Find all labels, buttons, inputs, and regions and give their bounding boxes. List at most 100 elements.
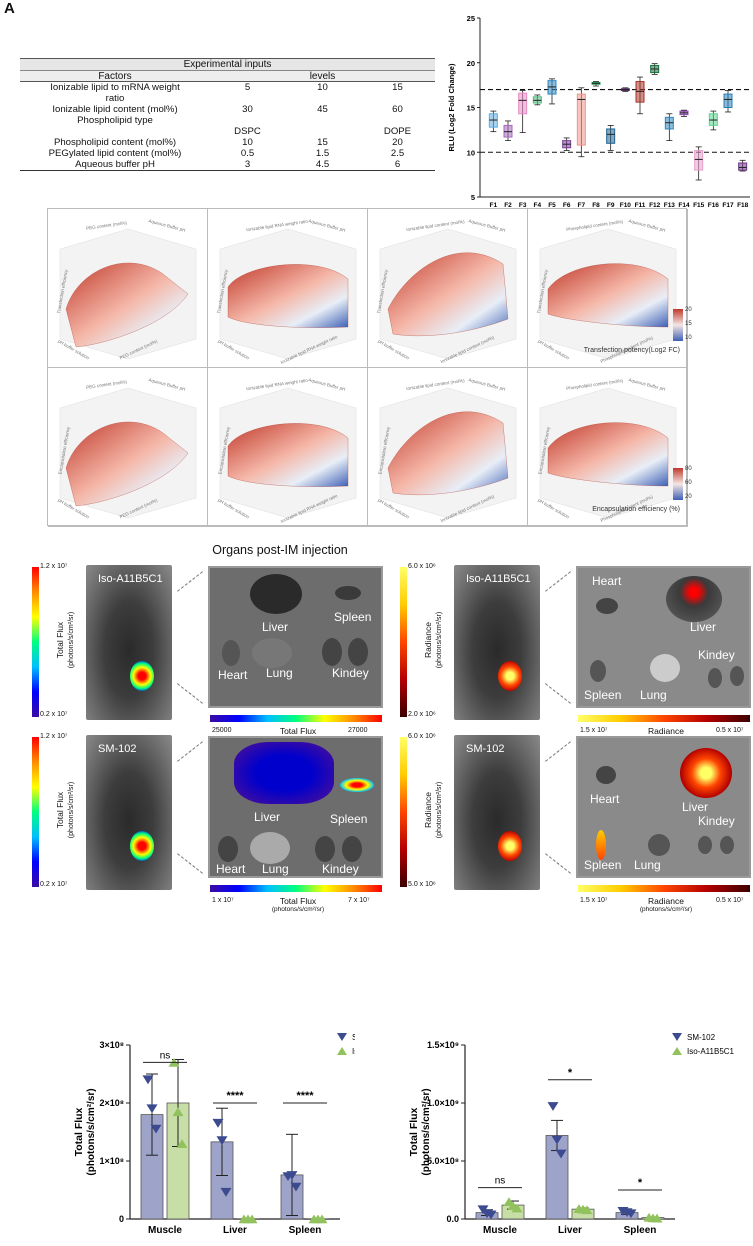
- table-cell-level: 45: [317, 104, 328, 115]
- mouse-image: Iso-A11B5C1: [454, 565, 540, 720]
- spleen: [596, 830, 606, 860]
- zoom-connector: [177, 853, 203, 874]
- heart: [596, 598, 618, 614]
- legend-marker: [672, 1033, 682, 1041]
- organ-label: Heart: [216, 862, 246, 876]
- kidney: [315, 836, 335, 862]
- box-body: [738, 162, 748, 171]
- organ-label: Lung: [262, 862, 289, 876]
- surface-plot: Ionizable lipid RNA weight ratio Aqueous …: [208, 368, 368, 527]
- scale-title: Radiance: [648, 896, 684, 906]
- colorbar-axis-title: Radiance: [423, 622, 433, 658]
- box-body: [606, 128, 616, 144]
- table-cell-level: 60: [392, 104, 403, 115]
- data-point: [651, 1213, 663, 1223]
- organ-label: Kindey: [322, 862, 359, 876]
- mouse-label: Iso-A11B5C1: [98, 573, 163, 585]
- scale-right-label: 27000: [348, 727, 368, 734]
- table-row: Phospholipid type DSPC DOPE: [20, 115, 435, 137]
- significance-label: ****: [296, 1090, 314, 1102]
- scale-units: (photons/s/cm²/sr): [639, 906, 693, 913]
- signal-spot: [130, 831, 154, 861]
- lung: [250, 832, 290, 864]
- scale-left-label: 25000: [212, 727, 232, 734]
- heart: [222, 640, 240, 666]
- box-body: [576, 93, 586, 146]
- box-F16: [708, 110, 718, 131]
- x-tick-label: F7: [578, 202, 586, 209]
- scale-right-label: 0.5 x 10⁷: [716, 897, 744, 904]
- table-header-levels: levels: [309, 71, 336, 82]
- organ-label: Lung: [640, 688, 667, 702]
- liver: [666, 576, 722, 622]
- x-tick-label: F6: [563, 202, 571, 209]
- organ-image: Liver Spleen Heart Lung Kindey: [208, 736, 383, 878]
- liver: [234, 742, 334, 804]
- colorbar-max-label: 1.2 x 10⁷: [40, 563, 68, 570]
- x-tick-label: F12: [649, 202, 661, 209]
- data-point: [150, 1124, 162, 1134]
- legend-label: Iso-A11B5C1: [352, 1047, 355, 1056]
- table-body: Ionizable lipid to mRNA weight ratio 5 10 15…: [20, 82, 435, 171]
- colorbar-axis-units: (photons/s/cm²/sr): [436, 611, 443, 669]
- y-axis-label: Total Flux: [73, 1107, 85, 1156]
- x-tick-label: Liver: [223, 1225, 247, 1236]
- kidney: [720, 836, 734, 854]
- legend-title: Transfection potency(Log2 FC): [583, 347, 680, 354]
- response-surface: [227, 423, 349, 487]
- table-title: Experimental inputs: [20, 58, 435, 70]
- kidney: [698, 836, 712, 854]
- liver: [680, 748, 732, 798]
- y-tick-label: 2×10⁸: [99, 1098, 124, 1108]
- table-cell-factor: Ionizable lipid to mRNA weight ratio: [20, 82, 210, 104]
- data-point: [625, 1209, 637, 1219]
- organ-label: Liver: [682, 800, 709, 814]
- organ-label: Heart: [218, 668, 248, 682]
- x-tick-label: F18: [737, 202, 749, 209]
- table-cell-factor: Phospholipid content (mol%): [20, 137, 210, 148]
- kidney: [730, 666, 744, 686]
- box-F10: [620, 87, 630, 92]
- scale-right-label: 0.5 x 10⁷: [716, 727, 744, 734]
- legend-label: Iso-A11B5C1: [687, 1047, 735, 1056]
- y-tick-label: 5: [471, 193, 475, 202]
- significance-label: ns: [160, 1050, 171, 1061]
- table-cell-level: 2.5: [390, 148, 405, 159]
- signal-spot: [498, 661, 522, 691]
- box-F15: [694, 146, 704, 181]
- x-tick-label: F13: [664, 202, 676, 209]
- mouse-label: SM-102: [98, 743, 137, 755]
- factor-label: Phospholipid content (mol%): [53, 137, 177, 148]
- data-point: [216, 1136, 228, 1146]
- significance-label: *: [638, 1177, 643, 1189]
- y-tick-label: 0.0: [446, 1214, 459, 1224]
- vertical-colorbar: [400, 737, 407, 887]
- box-body: [694, 149, 704, 171]
- box-F13: [664, 113, 674, 142]
- organ-label: Heart: [590, 792, 620, 806]
- organ-label: Liver: [262, 620, 289, 634]
- colorbar-axis-units: (photons/s/cm²/sr): [68, 781, 75, 839]
- surface-plot: Phospholipid content (mol%) Aqueous Buffe…: [528, 368, 688, 527]
- x-tick-label: F1: [490, 202, 498, 209]
- table-header: Factors levels: [20, 70, 435, 82]
- box-F7: [576, 87, 586, 158]
- surface-svg: [59, 228, 197, 360]
- box-body: [518, 92, 528, 115]
- significance-label: ns: [495, 1176, 506, 1187]
- y-axis-units: (photons/s/cm²/sr): [421, 1088, 432, 1175]
- x-tick-label: F9: [607, 202, 615, 209]
- table-cell-factor: Phospholipid type: [20, 115, 210, 137]
- lung: [252, 638, 292, 668]
- y-tick-label: 10: [467, 148, 475, 157]
- horizontal-colorbar: [210, 885, 382, 892]
- data-point: [485, 1210, 497, 1220]
- y-tick-label: 1×10⁸: [99, 1156, 124, 1166]
- table-cell-level: 20: [392, 137, 403, 148]
- colorbar-axis-units: (photons/s/cm²/sr): [436, 781, 443, 839]
- heart: [596, 766, 616, 784]
- heart: [218, 836, 238, 862]
- y-tick-label: 3×10⁸: [99, 1040, 124, 1050]
- legend-label: SM-102: [687, 1033, 716, 1042]
- surface-plot: Phospholipid content (mol%) Aqueous Buffe…: [528, 209, 688, 368]
